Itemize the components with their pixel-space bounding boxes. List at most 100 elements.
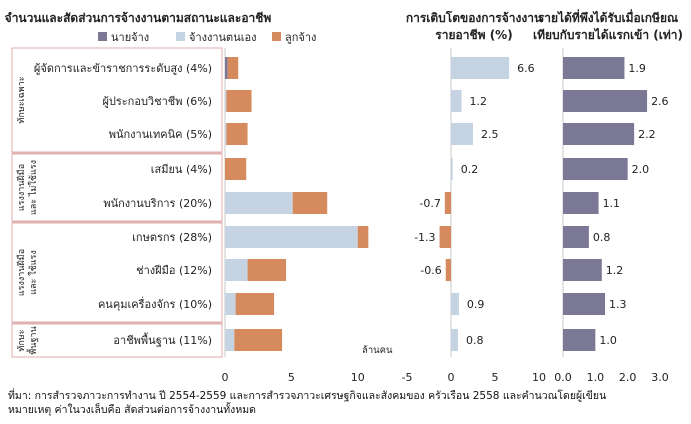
growth-label-row-4: -0.7	[419, 197, 440, 210]
source-note: ที่มา: การสำรวจภาวะการทำงาน ปี 2554-2559…	[8, 390, 607, 402]
bar-item-1-row-8	[225, 329, 235, 351]
retire-bar-row-7	[563, 293, 606, 315]
panel1-tick-2: 10	[351, 371, 365, 384]
growth-bar-row-8	[451, 329, 459, 351]
bar-item-2-row-1	[226, 90, 252, 112]
growth-label-row-2: 2.5	[481, 128, 499, 141]
growth-bar-row-6	[445, 259, 451, 281]
retire-label-row-6: 1.2	[606, 264, 624, 277]
growth-label-row-1: 1.2	[470, 95, 488, 108]
retire-bar-row-6	[563, 259, 602, 281]
growth-label-row-0: 6.6	[517, 62, 535, 75]
category-label-4: พนักงานบริการ (20%)	[103, 197, 212, 210]
panel3-title-line2: เทียบกับรายได้แรกเข้า (เท่า)	[533, 27, 683, 42]
panel2-tick-0: -5	[402, 371, 413, 384]
group-label-0-0: ทักษะเฉพาะ	[17, 76, 27, 123]
category-label-1: ผู้ประกอบวิชาชีพ (6%)	[102, 95, 212, 108]
growth-label-row-8: 0.8	[466, 334, 484, 347]
panel2-tick-1: 0	[448, 371, 455, 384]
bar-item-2-row-8	[234, 329, 283, 351]
bar-item-2-row-7	[235, 293, 275, 315]
category-label-5: เกษตรกร (28%)	[132, 231, 212, 244]
retire-label-row-3: 2.0	[632, 163, 650, 176]
category-label-6: ช่างฝีมือ (12%)	[136, 264, 212, 277]
category-label-3: เสมียน (4%)	[151, 163, 212, 176]
legend-label-2: ลูกจ้าง	[285, 31, 316, 44]
group-label-2-1: และ ใช้แรง	[28, 250, 39, 295]
retire-bar-row-1	[563, 90, 648, 112]
legend-swatch-2	[272, 32, 281, 41]
retire-bar-row-2	[563, 123, 635, 145]
bar-item-1-row-2	[225, 123, 227, 145]
retire-label-row-8: 1.0	[599, 334, 617, 347]
category-label-7: คนคุมเครื่องจักร (10%)	[98, 296, 212, 311]
category-label-8: อาชีพพื้นฐาน (11%)	[113, 332, 212, 347]
growth-label-row-3: 0.2	[461, 163, 479, 176]
retire-label-row-2: 2.2	[638, 128, 656, 141]
retire-bar-row-8	[563, 329, 596, 351]
panel3-tick-3: 3.0	[651, 371, 669, 384]
panel1-tick-0: 0	[222, 371, 229, 384]
growth-bar-row-0	[451, 57, 510, 79]
panel3-tick-2: 2.0	[619, 371, 637, 384]
bar-item-0-row-0	[225, 57, 228, 79]
group-label-3-0: ทักษะ	[17, 329, 27, 351]
group-box-2	[11, 222, 223, 323]
panel2-tick-2: 5	[492, 371, 499, 384]
group-box-3	[11, 323, 223, 358]
legend-label-0: นายจ้าง	[111, 31, 149, 44]
panel3-tick-0: 0.0	[554, 371, 572, 384]
retire-label-row-0: 1.9	[628, 62, 646, 75]
bar-item-1-row-4	[225, 192, 293, 214]
retire-bar-row-4	[563, 192, 599, 214]
bar-item-1-row-6	[225, 259, 248, 281]
employment-chart: จำนวนและสัดส่วนการจ้างงานตามสถานะและอาชี…	[5, 9, 683, 384]
retire-label-row-4: 1.1	[603, 197, 621, 210]
legend-label-1: จ้างงานตนเอง	[189, 31, 256, 44]
category-label-2: พนักงานเทคนิค (5%)	[109, 128, 212, 141]
panel3-tick-1: 1.0	[587, 371, 605, 384]
growth-label-row-5: -1.3	[414, 231, 435, 244]
bar-item-2-row-2	[226, 123, 248, 145]
unit-label: ล้านคน	[362, 345, 393, 356]
growth-bar-row-1	[451, 90, 462, 112]
panel1-tick-1: 5	[288, 371, 295, 384]
bar-item-2-row-6	[247, 259, 287, 281]
retire-bar-row-0	[563, 57, 625, 79]
bar-item-1-row-7	[225, 293, 236, 315]
group-label-3-1: พื้นฐาน	[26, 326, 39, 354]
growth-bar-row-5	[439, 226, 451, 248]
panel2-tick-3: 10	[532, 371, 546, 384]
bar-item-2-row-5	[357, 226, 369, 248]
bar-item-2-row-3	[225, 158, 247, 180]
bar-item-2-row-4	[292, 192, 328, 214]
legend-swatch-1	[176, 32, 185, 41]
growth-bar-row-4	[444, 192, 451, 214]
retire-bar-row-5	[563, 226, 589, 248]
bar-item-2-row-0	[227, 57, 239, 79]
legend-swatch-0	[98, 32, 107, 41]
group-label-1-0: แรงงานฝีมือ	[16, 164, 27, 211]
panel3-title-line1: รายได้ที่พึงได้รับเมื่อเกษียณ	[538, 9, 678, 25]
retire-label-row-7: 1.3	[609, 298, 627, 311]
category-label-0: ผู้จัดการและข้าราชการระดับสูง (4%)	[34, 62, 212, 75]
growth-bar-row-3	[451, 158, 453, 180]
panel2-title-line1: การเติบโตของการจ้างงาน	[406, 10, 543, 25]
group-box-1	[11, 153, 223, 222]
footer: ที่มา: การสำรวจภาวะการทำงาน ปี 2554-2559…	[8, 389, 688, 417]
remark-note: หมายเหตุ ค่าในวงเล็บคือ สัดส่วนต่อการจ้า…	[8, 404, 256, 416]
retire-label-row-5: 0.8	[593, 231, 611, 244]
group-label-2-0: แรงงานฝีมือ	[16, 249, 27, 296]
growth-bar-row-7	[451, 293, 459, 315]
growth-bar-row-2	[451, 123, 473, 145]
bar-item-1-row-1	[225, 90, 227, 112]
growth-label-row-6: -0.6	[420, 264, 441, 277]
growth-label-row-7: 0.9	[467, 298, 485, 311]
bar-item-1-row-5	[225, 226, 358, 248]
retire-label-row-1: 2.6	[651, 95, 669, 108]
retire-bar-row-3	[563, 158, 628, 180]
panel2-title-line2: รายอาชีพ (%)	[435, 28, 512, 42]
panel1-title: จำนวนและสัดส่วนการจ้างงานตามสถานะและอาชี…	[5, 11, 272, 25]
group-box-0	[11, 47, 223, 153]
group-label-1-1: และ ไม่ใช้แรง	[28, 160, 39, 215]
